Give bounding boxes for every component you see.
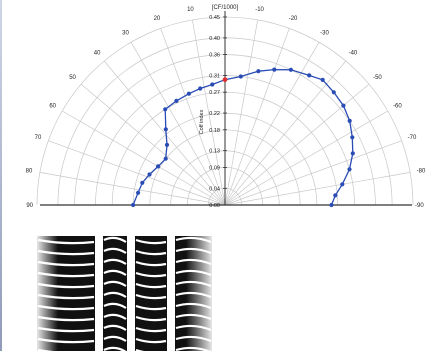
tire-tread-image	[37, 236, 212, 351]
data-point	[341, 104, 345, 108]
data-point	[140, 181, 144, 185]
data-series	[131, 68, 355, 208]
polar-chart: 0.00 0.04 0.09 0.13 0.18 0.22 0.27 0.31 0.36 0.40…	[0, 0, 431, 230]
data-point	[164, 157, 168, 161]
angle-tick-label: -80	[417, 168, 426, 174]
angle-tick-label: 70	[35, 135, 42, 141]
angle-tick-label: 90	[26, 203, 33, 209]
data-point	[198, 86, 202, 90]
angle-tick-label: 10	[187, 7, 194, 13]
data-point	[307, 73, 311, 77]
data-point	[131, 203, 135, 207]
angle-tick-label: 30	[122, 31, 129, 37]
data-point	[163, 107, 167, 111]
radial-tick-label: 0.22	[209, 111, 220, 117]
data-point	[174, 99, 178, 103]
angle-tick-label: -60	[393, 104, 402, 110]
radial-tick-label: 0.04	[209, 186, 220, 192]
angle-tick-label: -30	[320, 31, 329, 37]
angle-tick-label: -50	[373, 75, 382, 81]
radial-tick-label: 0.31	[209, 73, 220, 79]
radial-ticks: 0.00 0.04 0.09 0.13 0.18 0.22 0.27 0.31 0.36 0.40…	[209, 15, 227, 209]
data-point	[347, 167, 351, 171]
angle-tick-label: -10	[255, 7, 264, 13]
radial-tick-label: 0.45	[209, 15, 220, 21]
data-point	[321, 78, 325, 82]
data-point	[256, 69, 260, 73]
angle-tick-label: -20	[289, 16, 298, 22]
data-point	[156, 164, 160, 168]
angle-tick-label: 50	[69, 75, 76, 81]
data-point	[210, 82, 214, 86]
data-point	[239, 74, 243, 78]
radial-tick-label: 0.13	[209, 149, 220, 155]
grid-spoke	[225, 84, 369, 205]
data-point	[136, 191, 140, 195]
angle-tick-label: -40	[349, 51, 358, 57]
highlight-point	[223, 77, 228, 82]
data-point	[272, 68, 276, 72]
data-point	[147, 172, 151, 176]
angle-tick-label: 40	[94, 51, 101, 57]
angle-tick-label: 80	[26, 168, 33, 174]
angle-tick-label: 20	[154, 16, 161, 22]
grid-spoke	[81, 84, 225, 205]
angle-tick-label: 60	[49, 104, 56, 110]
radial-title: [CF/1000]	[212, 5, 239, 11]
radial-tick-label: 0.09	[209, 165, 220, 171]
data-point	[329, 203, 333, 207]
data-point	[351, 151, 355, 155]
grid-spoke	[225, 61, 346, 205]
data-point	[333, 193, 337, 197]
data-point	[340, 182, 344, 186]
radial-tick-label: 0.36	[209, 53, 220, 59]
data-point	[350, 135, 354, 139]
grid-spoke	[104, 61, 225, 205]
data-point	[187, 92, 191, 96]
radial-tick-label: 0.27	[209, 90, 220, 96]
data-point	[348, 119, 352, 123]
data-point	[289, 68, 293, 72]
angle-tick-label: -70	[408, 135, 417, 141]
radial-axis-label: Coff index	[199, 109, 205, 134]
data-point	[332, 90, 336, 94]
radial-tick-label: 0.18	[209, 128, 220, 134]
radial-tick-label: 0.00	[209, 203, 220, 209]
data-point	[164, 127, 168, 131]
radial-tick-label: 0.40	[209, 36, 220, 42]
angle-ticks: -90 -80 -70 -60 -50 -40 -30 -20 -10 10 20 30 40 50 60 7…	[26, 7, 426, 209]
data-point	[165, 143, 169, 147]
angle-tick-label: -90	[415, 203, 424, 209]
